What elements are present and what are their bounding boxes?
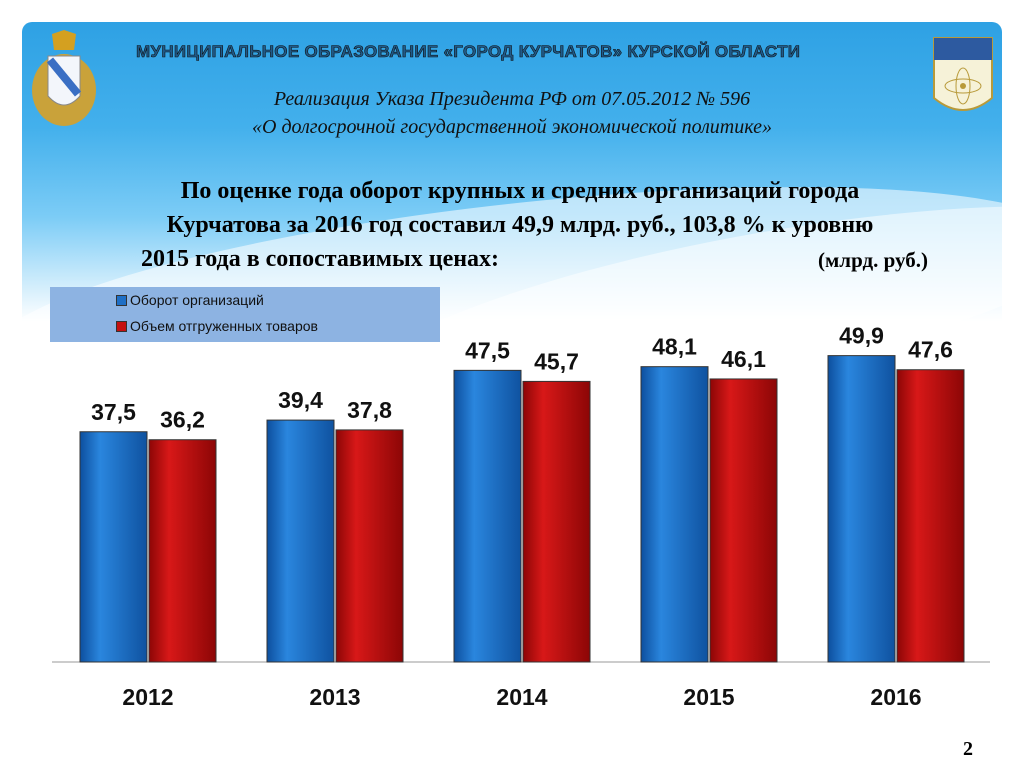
legend-item-turnover: Оборот организаций [116, 292, 264, 308]
kursk-coat-of-arms-icon [32, 30, 96, 126]
page-number: 2 [963, 738, 973, 760]
subtitle-line-2: «О долгосрочной государственной экономич… [252, 116, 772, 138]
bar-shipped [709, 378, 778, 663]
legend-swatch-red [116, 320, 127, 332]
kurchatov-coat-of-arms-icon [933, 37, 993, 111]
bar-shipped [896, 369, 965, 663]
data-label: 47,5 [465, 337, 510, 363]
bar-turnover [453, 369, 522, 663]
data-label: 49,9 [839, 323, 884, 349]
bar-turnover [266, 419, 335, 663]
headline-line-3: 2015 года в сопоставимых ценах: [140, 246, 500, 272]
x-tick-label: 2016 [870, 684, 921, 710]
data-label: 37,5 [91, 399, 136, 425]
bar-turnover [79, 431, 148, 663]
headline-line-1: По оценке года оборот крупных и средних … [180, 178, 860, 204]
subtitle-line-1: Реализация Указа Президента РФ от 07.05.… [273, 88, 751, 110]
x-tick-label: 2015 [683, 684, 734, 710]
x-tick-label: 2012 [122, 684, 173, 710]
municipality-title: МУНИЦИПАЛЬНОЕ ОБРАЗОВАНИЕ «ГОРОД КУРЧАТО… [136, 42, 801, 62]
x-tick-label: 2013 [309, 684, 360, 710]
x-tick-label: 2014 [496, 684, 547, 710]
data-label: 46,1 [721, 346, 766, 372]
headline-line-2: Курчатова за 2016 год составил 49,9 млрд… [166, 212, 874, 238]
header-banner [22, 22, 1002, 322]
data-label: 39,4 [278, 387, 323, 413]
bar-shipped [522, 380, 591, 663]
legend-swatch-blue [116, 294, 127, 306]
data-label: 45,7 [534, 348, 579, 374]
bar-shipped [148, 439, 217, 663]
data-label: 47,6 [908, 337, 953, 363]
data-label: 48,1 [652, 334, 697, 360]
bar-turnover [827, 355, 896, 663]
data-label: 37,8 [347, 397, 392, 423]
bar-turnover [640, 366, 709, 663]
data-label: 36,2 [160, 407, 205, 433]
legend-item-shipped: Объем отгруженных товаров [116, 318, 318, 334]
bar-shipped [335, 429, 404, 663]
legend-label: Объем отгруженных товаров [130, 318, 318, 334]
chart-legend: Оборот организаций Объем отгруженных тов… [50, 287, 440, 342]
legend-label: Оборот организаций [130, 292, 264, 308]
units-label: (млрд. руб.) [818, 248, 928, 272]
